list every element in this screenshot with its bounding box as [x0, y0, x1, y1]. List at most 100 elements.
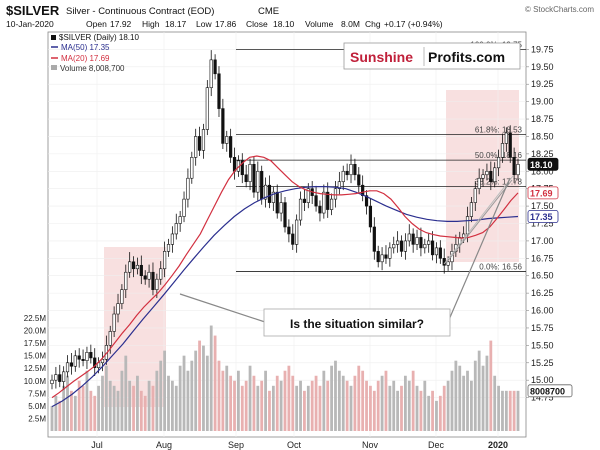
candle-body-112 [485, 170, 489, 176]
volume-bar-53 [256, 385, 260, 431]
volume-bar-41 [209, 325, 213, 431]
candle-body-98 [430, 240, 435, 256]
volume-bar-38 [198, 340, 201, 431]
candle-body-93 [411, 233, 415, 245]
volume-bar-5 [70, 390, 73, 431]
candle-body-70 [322, 191, 326, 214]
candle-body-9 [85, 352, 89, 361]
volume-bar-43 [217, 360, 221, 431]
volume-bar-93 [411, 370, 415, 431]
volume-bar-85 [380, 375, 384, 431]
candle-body-100 [438, 247, 442, 259]
callout-box [263, 308, 451, 337]
candle-body-75 [341, 170, 345, 183]
chg-label: Chg [365, 19, 381, 29]
volume-bar-54 [260, 380, 264, 431]
volume-bar-75 [341, 375, 345, 431]
candle-body-92 [407, 233, 411, 242]
time-axis: Jul Aug Sep Oct Nov Dec 2020 [91, 440, 508, 450]
candle-body-57 [271, 191, 275, 203]
badge-ma20-box [527, 186, 559, 200]
candle-body-15 [108, 331, 112, 346]
volume-bar-101 [442, 385, 446, 431]
logo-sunshine: Sunshine [350, 49, 413, 65]
volume-bar-73 [334, 360, 337, 431]
volume-bar-4 [66, 375, 69, 431]
candle-body-115 [496, 157, 501, 169]
candle-body-24 [143, 275, 147, 280]
candle-body-55 [263, 184, 268, 200]
volume-bar-16 [112, 385, 116, 431]
candle-body-81 [364, 195, 369, 207]
price-tick-17.00: 17.00 [531, 236, 554, 246]
candle-body-102 [446, 261, 450, 266]
candle-body-46 [229, 136, 233, 158]
date-value: 10-Jan-2020 [6, 19, 54, 29]
legend-ma50: MA(50) 17.35 [61, 43, 110, 52]
candle-body-17 [116, 303, 120, 315]
volume-bar-31 [170, 380, 174, 431]
volume-bar-119 [512, 390, 516, 431]
candle-body-83 [372, 226, 376, 252]
price-tick-18.25: 18.25 [531, 149, 554, 159]
exchange-label: CME [258, 6, 279, 17]
high-label: High [142, 19, 160, 29]
volume-bar-99 [435, 400, 438, 431]
volume-bar-82 [369, 385, 372, 431]
candle-body-16 [112, 313, 116, 332]
candle-body-113 [489, 170, 493, 183]
volume-bar-34 [182, 355, 186, 431]
candle-body-111 [481, 174, 485, 179]
candle-body-78 [353, 164, 357, 176]
low-value: 17.86 [215, 19, 237, 29]
candle-body-0 [50, 379, 54, 384]
open-label: Open [86, 19, 107, 29]
price-tick-19.50: 19.50 [531, 62, 554, 72]
volume-bar-20 [128, 380, 132, 431]
candle-body-106 [462, 233, 466, 238]
volume-bar-50 [244, 380, 248, 431]
volume-bar-58 [275, 375, 279, 431]
candle-body-20 [128, 261, 132, 273]
candle-body-35 [186, 177, 190, 200]
x-tick-Dec: Dec [428, 440, 445, 450]
candle-body-74 [337, 181, 341, 189]
volume-bar-114 [493, 375, 497, 431]
legend-price: $SILVER (Daily) 18.10 [59, 33, 139, 42]
candle-body-43 [217, 73, 221, 109]
low-label: Low [196, 19, 212, 29]
volume-tick-17.5M: 17.5M [24, 339, 47, 348]
volume-bar-15 [108, 380, 112, 431]
x-tick-Sep: Sep [228, 440, 244, 450]
badge-ma50-text: 17.35 [530, 212, 553, 222]
volume-bar-79 [357, 365, 361, 431]
volume-bar-12 [97, 385, 100, 431]
fib-label-1: 61.8%: 18.53 [475, 125, 523, 134]
badge-last-box [527, 157, 559, 171]
candle-body-63 [295, 219, 299, 245]
legend: $SILVER (Daily) 18.10 MA(50) 17.35 MA(20… [51, 33, 139, 73]
candle-body-60 [283, 202, 287, 228]
volume-bar-77 [349, 385, 353, 431]
volume-bar-21 [132, 385, 135, 431]
price-tick-15.25: 15.25 [531, 358, 554, 368]
volume-bar-23 [139, 390, 143, 431]
volume-bar-55 [264, 370, 267, 431]
grid-lines [48, 32, 526, 437]
volume-bar-92 [407, 380, 411, 431]
volume-bar-68 [314, 375, 318, 431]
volume-tick-20.0M: 20.0M [24, 327, 47, 336]
candle-body-32 [174, 223, 178, 235]
candle-body-95 [419, 237, 423, 249]
candle-body-50 [244, 174, 248, 183]
volume-bar-13 [101, 375, 104, 431]
candle-body-120 [516, 164, 520, 176]
candle-body-49 [240, 160, 244, 176]
volume-bar-97 [427, 395, 431, 431]
volume-bar-105 [458, 365, 462, 431]
chg-value: +0.17 (+0.94%) [384, 19, 443, 29]
candle-body-71 [326, 191, 330, 210]
price-axis: 14.75 15.00 15.25 15.50 15.75 16.00 16.25 16.50… [526, 44, 554, 403]
volume-bar-40 [205, 355, 209, 431]
volume-bar-11 [93, 395, 97, 431]
